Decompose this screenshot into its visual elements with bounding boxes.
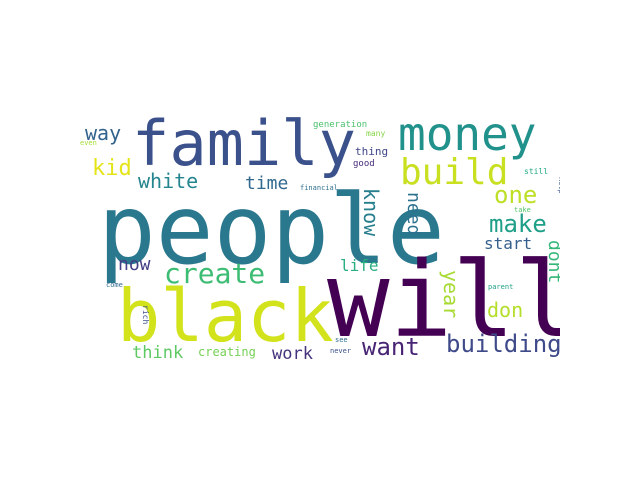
word-rich: rich <box>141 305 150 325</box>
word-dont: dont <box>544 240 560 284</box>
word-work: work <box>272 344 313 364</box>
word-white: white <box>138 169 199 193</box>
word-help: help <box>557 177 560 194</box>
word-now: now <box>118 254 151 275</box>
word-cloud: people will black family money build cre… <box>80 105 560 375</box>
word-even: even <box>80 139 97 147</box>
word-build: build <box>400 152 509 193</box>
word-kid: kid <box>92 156 132 181</box>
word-know: know <box>359 188 383 237</box>
word-need: need <box>403 192 424 236</box>
word-family: family <box>132 107 356 180</box>
word-start: start <box>484 234 533 253</box>
word-black: black <box>117 274 334 358</box>
word-people: people <box>98 174 445 286</box>
word-take: take <box>514 206 531 214</box>
word-year: year <box>439 270 463 319</box>
word-creating: creating <box>198 345 256 359</box>
word-will: will <box>327 239 560 361</box>
word-time: time <box>245 173 289 194</box>
word-money: money <box>398 107 537 161</box>
word-create: create <box>164 257 266 290</box>
word-come: come <box>106 281 123 289</box>
word-life: life <box>340 256 379 275</box>
word-way: way <box>85 121 122 145</box>
word-one: one <box>494 181 538 209</box>
word-building: building <box>446 330 560 358</box>
word-think: think <box>132 343 184 363</box>
word-parent: parent <box>488 283 514 291</box>
word-still: still <box>524 167 549 176</box>
word-make: make <box>489 210 547 238</box>
word-generation: generation <box>313 120 368 130</box>
word-good: good <box>353 159 375 169</box>
word-thing: thing <box>355 145 389 158</box>
word-see: see <box>335 336 348 344</box>
word-many: many <box>366 129 386 138</box>
word-financial: financial <box>300 184 338 192</box>
word-don: don <box>487 298 524 322</box>
word-never: never <box>330 347 352 355</box>
word-want: want <box>362 333 420 361</box>
